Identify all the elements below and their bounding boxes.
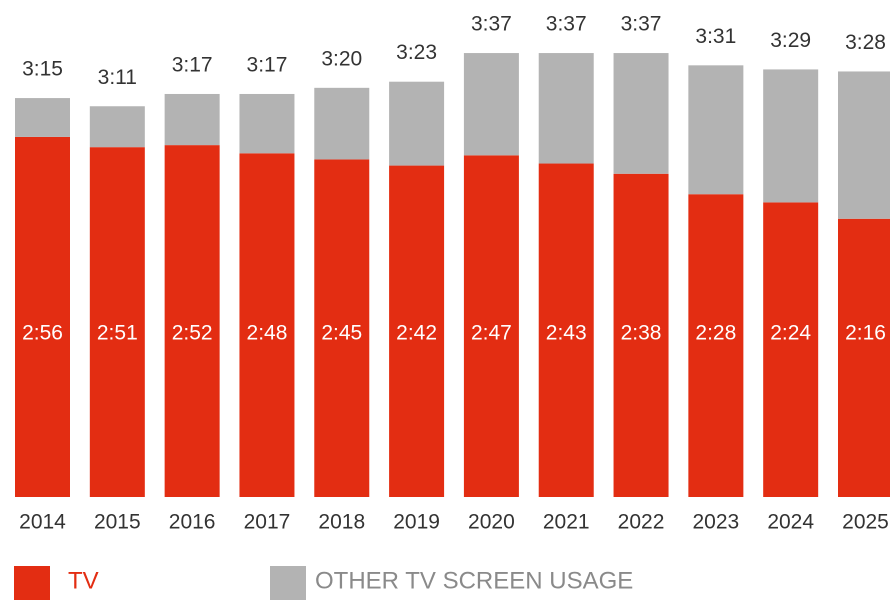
value-label: 2:45	[321, 322, 362, 345]
total-label: 3:37	[471, 13, 512, 36]
bar-segment	[89, 147, 145, 497]
total-label: 3:17	[172, 54, 213, 77]
bar-segment	[763, 69, 819, 203]
value-label: 2:48	[247, 322, 288, 345]
bar-segment	[838, 71, 890, 219]
x-tick-label: 2023	[693, 511, 740, 534]
bar-segment	[613, 53, 669, 174]
total-label: 3:20	[321, 47, 362, 70]
value-label: 2:51	[97, 322, 138, 345]
bar-segment	[239, 93, 295, 154]
bar-segment	[688, 194, 744, 497]
total-label: 3:37	[621, 13, 662, 36]
x-tick-label: 2021	[543, 511, 590, 534]
legend-label: TV	[68, 567, 99, 594]
bar-segment	[538, 163, 594, 497]
value-label: 2:42	[396, 322, 437, 345]
value-label: 2:52	[172, 322, 213, 345]
value-label: 2:56	[22, 322, 63, 345]
x-tick-label: 2019	[393, 511, 440, 534]
bar-segment	[838, 218, 890, 497]
x-tick-label: 2017	[244, 511, 291, 534]
x-tick-label: 2015	[94, 511, 141, 534]
total-label: 3:23	[396, 41, 437, 64]
bar-segment	[688, 65, 744, 195]
total-label: 3:28	[845, 31, 886, 54]
bar-segment	[389, 165, 445, 497]
legend-label: OTHER TV SCREEN USAGE	[315, 567, 633, 594]
bar-segment	[463, 53, 519, 156]
legend-swatch	[14, 566, 50, 600]
bar-segment	[164, 145, 220, 497]
bar-segment	[463, 155, 519, 498]
bar-segment	[89, 106, 145, 148]
total-label: 3:29	[770, 29, 811, 52]
value-label: 2:24	[770, 322, 811, 345]
value-label: 2:16	[845, 322, 886, 345]
x-tick-label: 2022	[618, 511, 665, 534]
x-tick-label: 2018	[318, 511, 365, 534]
total-label: 3:15	[22, 58, 63, 81]
total-label: 3:11	[98, 66, 137, 89]
value-label: 2:43	[546, 322, 587, 345]
x-tick-label: 2024	[767, 511, 814, 534]
value-label: 2:38	[621, 322, 662, 345]
value-label: 2:47	[471, 322, 512, 345]
bar-segment	[15, 98, 70, 137]
x-tick-label: 2025	[842, 511, 889, 534]
total-label: 3:31	[695, 25, 736, 48]
total-label: 3:37	[546, 13, 587, 36]
bar-segment	[164, 93, 220, 146]
bar-segment	[15, 136, 70, 497]
x-tick-label: 2016	[169, 511, 216, 534]
bar-segment	[239, 153, 295, 498]
legend-swatch	[270, 566, 306, 600]
bar-segment	[613, 173, 669, 497]
x-tick-label: 2014	[19, 511, 66, 534]
bar-segment	[389, 81, 445, 166]
bar-segment	[314, 159, 370, 497]
total-label: 3:17	[247, 54, 288, 77]
x-tick-label: 2020	[468, 511, 515, 534]
value-label: 2:28	[695, 322, 736, 345]
bar-segment	[763, 202, 819, 497]
bar-segment	[314, 87, 370, 160]
bar-segment	[538, 53, 594, 164]
